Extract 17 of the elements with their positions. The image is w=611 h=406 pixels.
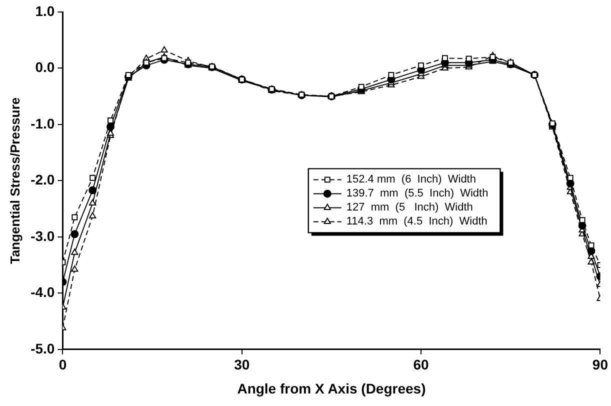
legend-label: 152.4 mm (6 Inch) Width [346,174,476,186]
y-tick-label: 1.0 [35,2,55,19]
x-tick-label: 30 [234,356,250,373]
y-axis-title: Tangential Stress/Pressure [7,97,22,264]
x-axis-title: Angle from X Axis (Degrees) [237,380,426,396]
y-tick-label: -5.0 [30,340,55,356]
x-tick-label: 0 [58,356,67,373]
y-tick-label: -4.0 [30,284,55,300]
x-tick-label: 60 [413,356,430,373]
legend-label: 114.3 mm (4.5 Inch) Width [346,216,488,228]
legend-label: 127 mm (5 Inch) Width [346,202,473,214]
y-tick-label: -1.0 [30,115,55,132]
x-tick-label: 90 [592,356,608,373]
y-tick-label: -3.0 [30,228,55,244]
legend-label: 139.7 mm (5.5 Inch) Width [346,188,488,200]
y-tick-label: 0.0 [35,59,55,76]
y-tick-label: -2.0 [30,172,55,188]
